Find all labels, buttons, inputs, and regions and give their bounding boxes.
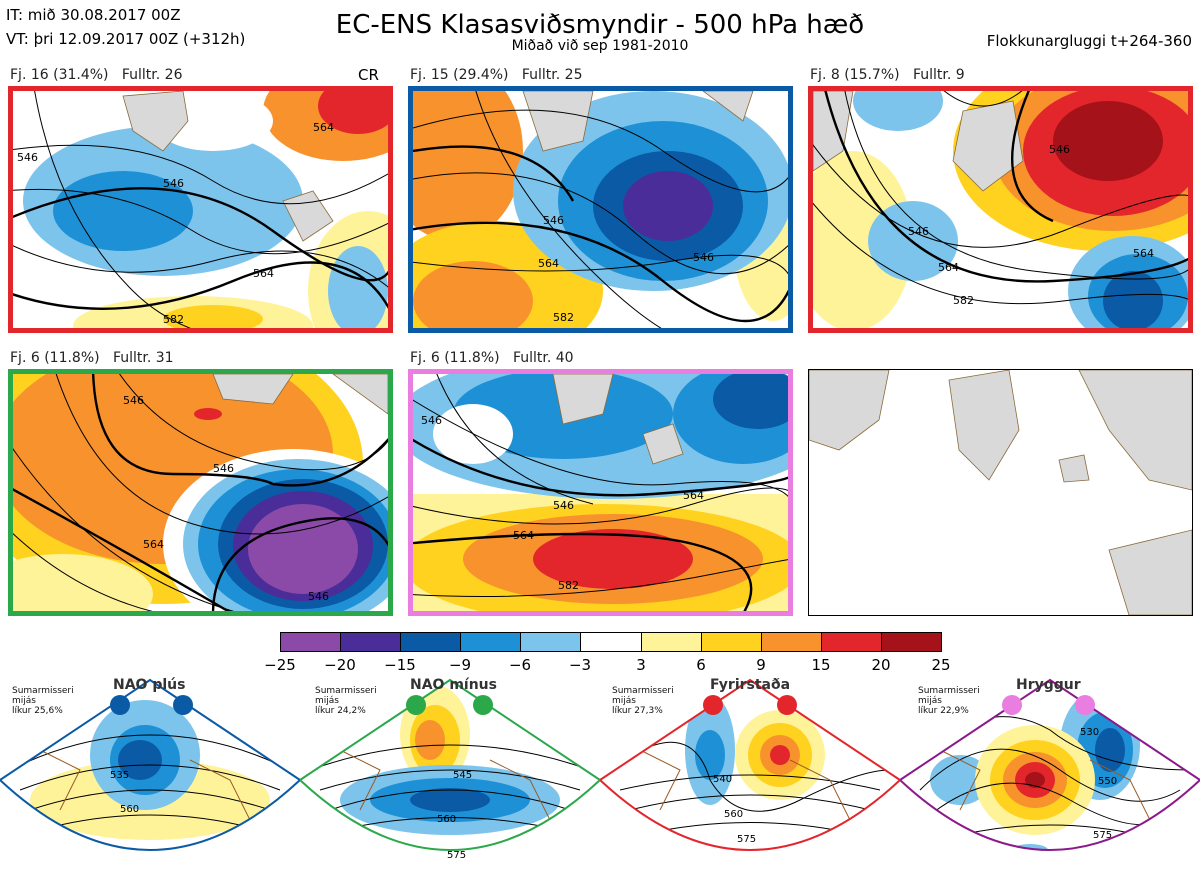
- colorbar-tick: 6: [696, 656, 706, 674]
- panel-4-contour-label: 546: [308, 590, 329, 603]
- colorbar-swatch: [761, 633, 822, 651]
- regime-contour-label: 560: [120, 804, 139, 815]
- regime-note: Sumarmisseri mijás líkur 22,9%: [918, 686, 980, 716]
- colorbar-swatch: [701, 633, 762, 651]
- regime-marker: [1075, 695, 1095, 715]
- regime-name: Fyrirstaða: [710, 677, 791, 693]
- colorbar-tick: −20: [324, 656, 356, 674]
- panel-5-contour-label: 564: [513, 529, 534, 542]
- cluster-map-5: 546 546 564 564 582: [408, 369, 793, 616]
- panel-4-contour-label: 546: [213, 462, 234, 475]
- cluster-map-3: 546 564 546 564 582: [808, 86, 1193, 333]
- colorbar-swatch: [581, 633, 642, 651]
- regime-name: Hryggur: [1016, 677, 1081, 693]
- panel-5-contour-label: 546: [553, 499, 574, 512]
- panel-1-contour-label: 564: [313, 121, 334, 134]
- colorbar-swatch: [281, 633, 342, 651]
- regime-contour-label: 575: [737, 834, 756, 845]
- regime-contour-label: 560: [724, 809, 743, 820]
- panel-4-contour-label: 564: [143, 538, 164, 551]
- regime-marker: [110, 695, 130, 715]
- regime-ridge: 530 550 575: [898, 660, 1200, 871]
- regime-marker: [1002, 695, 1022, 715]
- colorbar-swatch: [881, 633, 942, 651]
- panel-4-label: Fj. 6 (11.8%) Fulltr. 31: [10, 350, 174, 366]
- cluster-map-1: 546 564 546 564 582: [8, 86, 393, 333]
- regime-marker: [173, 695, 193, 715]
- panel-1-contour-label: 582: [163, 313, 184, 326]
- cluster-map-4: 546 546 564 546: [8, 369, 393, 616]
- page-title: EC-ENS Klasasviðsmyndir - 500 hPa hæð: [335, 10, 865, 40]
- colorbar-tick: 25: [931, 656, 951, 674]
- colorbar-tick: 20: [871, 656, 891, 674]
- regime-marker: [406, 695, 426, 715]
- colorbar-swatch: [401, 633, 462, 651]
- panel-2-contour-label: 546: [543, 214, 564, 227]
- colorbar-swatch: [341, 633, 402, 651]
- regime-name: NAO plús: [113, 677, 186, 693]
- regime-contour-label: 560: [437, 814, 456, 825]
- regime-note: Sumarmisseri mijás líkur 25,6%: [12, 686, 74, 716]
- panel-1-label: Fj. 16 (31.4%) Fulltr. 26: [10, 67, 183, 83]
- colorbar-tick: 3: [636, 656, 646, 674]
- init-time: IT: mið 30.08.2017 00Z: [6, 6, 181, 24]
- colorbar-swatch: [641, 633, 702, 651]
- panel-1-contour-label: 546: [17, 151, 38, 164]
- regime-nao-plus: 535 560: [0, 660, 302, 871]
- valid-time: VT: þri 12.09.2017 00Z (+312h): [6, 30, 246, 48]
- panel-1-contour-label: 546: [163, 177, 184, 190]
- regime-note: Sumarmisseri mijás líkur 24,2%: [315, 686, 377, 716]
- regime-contour-label: 530: [1080, 727, 1099, 738]
- colorbar-tick: −25: [264, 656, 296, 674]
- regime-name: NAO mínus: [410, 677, 497, 693]
- panel-2-label: Fj. 15 (29.4%) Fulltr. 25: [410, 67, 583, 83]
- panel-5-label: Fj. 6 (11.8%) Fulltr. 40: [410, 350, 574, 366]
- colorbar-tick: −15: [384, 656, 416, 674]
- panel-5-contour-label: 582: [558, 579, 579, 592]
- regime-marker: [777, 695, 797, 715]
- regime-note: Sumarmisseri mijás líkur 27,3%: [612, 686, 674, 716]
- colorbar-tick: 9: [756, 656, 766, 674]
- regime-marker: [703, 695, 723, 715]
- regime-contour-label: 575: [1093, 830, 1112, 841]
- classification-window: Flokkunargluggi t+264-360: [986, 32, 1192, 50]
- panel-4-contour-label: 546: [123, 394, 144, 407]
- colorbar-swatch: [821, 633, 882, 651]
- regime-blocking: 540 560 575: [598, 660, 902, 871]
- colorbar-swatch: [461, 633, 522, 651]
- panel-1-contour-label: 564: [253, 267, 274, 280]
- regime-contour-label: 545: [453, 770, 472, 781]
- regime-nao-minus: 545 560 575: [298, 660, 602, 871]
- colorbar-tick: −9: [448, 656, 472, 674]
- colorbar-tick: −6: [508, 656, 532, 674]
- cluster-map-2: 546 564 546 582: [408, 86, 793, 333]
- regime-contour-label: 550: [1098, 776, 1117, 787]
- panel-5-contour-label: 546: [421, 414, 442, 427]
- panel-3-contour-label: 582: [953, 294, 974, 307]
- panel-2-contour-label: 582: [553, 311, 574, 324]
- panel-3-contour-label: 564: [1133, 247, 1154, 260]
- panel-3-contour-label: 546: [908, 225, 929, 238]
- regime-contour-label: 535: [110, 770, 129, 781]
- panel-2-contour-label: 546: [693, 251, 714, 264]
- colorbar-tick: 15: [811, 656, 831, 674]
- regime-contour-label: 540: [713, 774, 732, 785]
- panel-5-contour-label: 564: [683, 489, 704, 502]
- colorbar: [280, 632, 942, 652]
- panel-3-contour-label: 564: [938, 261, 959, 274]
- base-map: [808, 369, 1193, 616]
- colorbar-tick: −3: [568, 656, 592, 674]
- page-subtitle: Miðað við sep 1981-2010: [511, 38, 689, 54]
- panel-3-label: Fj. 8 (15.7%) Fulltr. 9: [810, 67, 965, 83]
- regime-marker: [473, 695, 493, 715]
- panel-1-tag: CR: [358, 66, 379, 84]
- panel-2-contour-label: 564: [538, 257, 559, 270]
- regime-contour-label: 575: [447, 850, 466, 861]
- panel-3-contour-label: 546: [1049, 143, 1070, 156]
- colorbar-swatch: [521, 633, 582, 651]
